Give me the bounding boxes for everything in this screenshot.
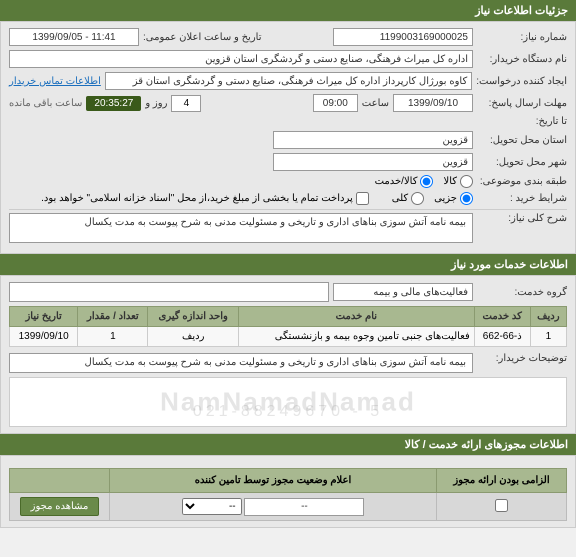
desc-label: شرح کلی نیاز: <box>477 213 567 224</box>
need-number-label: شماره نیاز: <box>477 32 567 43</box>
watermark-text: NamNamadNamad <box>160 387 416 418</box>
perm-status-cell: -- -- <box>110 493 437 521</box>
contact-link[interactable]: اطلاعات تماس خریدار <box>9 76 101 87</box>
col-qty: تعداد / مقدار <box>78 307 148 327</box>
watermark-area: NamNamadNamad 021-88249670 - 5 <box>9 377 567 427</box>
partial-label: جزیی <box>434 193 457 204</box>
cat-goods-option[interactable]: کالا <box>443 175 473 188</box>
perm-header-row: الزامی بودن ارائه مجوز اعلام وضعیت مجوز … <box>10 469 567 493</box>
city-label: شهر محل تحویل: <box>477 157 567 168</box>
perm-col-action <box>10 469 110 493</box>
cell-qty: 1 <box>78 327 148 347</box>
cat-service-label: کالا/خدمت <box>375 176 418 187</box>
col-unit: واحد اندازه گیری <box>148 307 239 327</box>
partial-radio[interactable] <box>460 192 473 205</box>
need-details-panel: جزئیات اطلاعات نیاز شماره نیاز: 11990031… <box>0 0 576 254</box>
services-table: ردیف کد خدمت نام خدمت واحد اندازه گیری ت… <box>9 306 567 347</box>
countdown-timer: 20:35:27 <box>86 96 141 111</box>
remaining-label: ساعت باقی مانده <box>9 98 82 109</box>
payment-note: پرداخت تمام یا بخشی از مبلغ خرید،از محل … <box>41 193 353 204</box>
perm-mandatory-checkbox[interactable] <box>495 499 508 512</box>
group-extra <box>9 282 329 302</box>
deadline-time: 09:00 <box>313 94 358 112</box>
perm-row: -- -- مشاهده مجوز <box>10 493 567 521</box>
days-label: روز و <box>145 98 167 109</box>
need-number: 1199003169000025 <box>333 28 473 46</box>
view-permit-button[interactable]: مشاهده مجوز <box>20 497 100 516</box>
need-description: بیمه نامه آتش سوزی بناهای اداری و تاریخی… <box>9 213 473 243</box>
time-label: ساعت <box>362 98 389 109</box>
deadline-date: 1399/09/10 <box>393 94 473 112</box>
services-title: اطلاعات خدمات مورد نیاز <box>0 254 576 275</box>
cat-goods-label: کالا <box>443 176 457 187</box>
table-row: 1 ذ-66-662 فعالیت‌های جنبی تامین وجوه بی… <box>10 327 567 347</box>
payment-note-checkbox[interactable] <box>356 192 369 205</box>
announce-datetime: 1399/09/05 - 11:41 <box>9 28 139 46</box>
perm-status-text: -- <box>244 498 364 516</box>
cell-date: 1399/09/10 <box>10 327 78 347</box>
permits-panel: اطلاعات مجوزهای ارائه خدمت / کالا الزامی… <box>0 434 576 528</box>
purchase-type-group: جزیی کلی <box>392 192 473 205</box>
perm-mandatory-cell <box>437 493 567 521</box>
buyer-org: اداره کل میراث فرهنگی، صنایع دستی و گردش… <box>9 50 473 68</box>
perm-action-cell: مشاهده مجوز <box>10 493 110 521</box>
panel-title: جزئیات اطلاعات نیاز <box>0 0 576 21</box>
cat-service-radio[interactable] <box>420 175 433 188</box>
services-panel: اطلاعات خدمات مورد نیاز گروه خدمت: فعالی… <box>0 254 576 434</box>
creator: کاوه بورژال کارپرداز اداره کل میراث فرهن… <box>105 72 472 90</box>
perm-col-status: اعلام وضعیت مجوز توسط تامین کننده <box>110 469 437 493</box>
province-label: استان محل تحویل: <box>477 135 567 146</box>
partial-option[interactable]: جزیی <box>434 192 473 205</box>
city: قزوین <box>273 153 473 171</box>
table-header-row: ردیف کد خدمت نام خدمت واحد اندازه گیری ت… <box>10 307 567 327</box>
announce-label: تاریخ و ساعت اعلان عمومی: <box>143 32 262 43</box>
watermark-phone: 021-88249670 - 5 <box>193 403 383 421</box>
cat-service-option[interactable]: کالا/خدمت <box>375 175 434 188</box>
full-radio[interactable] <box>411 192 424 205</box>
buyer-org-label: نام دستگاه خریدار: <box>477 54 567 65</box>
payment-note-option[interactable]: پرداخت تمام یا بخشی از مبلغ خرید،از محل … <box>41 192 369 205</box>
permits-title: اطلاعات مجوزهای ارائه خدمت / کالا <box>0 434 576 455</box>
deadline-label: مهلت ارسال پاسخ: <box>477 98 567 109</box>
full-label: کلی <box>392 193 408 204</box>
buyer-note-label: توضیحات خریدار: <box>477 353 567 364</box>
days-count: 4 <box>171 95 201 112</box>
cell-row: 1 <box>530 327 566 347</box>
cat-goods-radio[interactable] <box>460 175 473 188</box>
group-label: گروه خدمت: <box>477 287 567 298</box>
category-radio-group: کالا کالا/خدمت <box>375 175 473 188</box>
perm-col-mandatory: الزامی بودن ارائه مجوز <box>437 469 567 493</box>
province: قزوین <box>273 131 473 149</box>
to-date-label: تا تاریخ: <box>477 116 567 127</box>
col-name: نام خدمت <box>238 307 474 327</box>
buyer-note: بیمه نامه آتش سوزی بناهای اداری و تاریخی… <box>9 353 473 373</box>
creator-label: ایجاد کننده درخواست: <box>476 76 567 87</box>
col-row: ردیف <box>530 307 566 327</box>
purchase-type-label: شرایط خرید : <box>477 193 567 204</box>
cell-code: ذ-66-662 <box>474 327 530 347</box>
cell-name: فعالیت‌های جنبی تامین وجوه بیمه و بازنشس… <box>238 327 474 347</box>
col-code: کد خدمت <box>474 307 530 327</box>
cell-unit: ردیف <box>148 327 239 347</box>
permits-table: الزامی بودن ارائه مجوز اعلام وضعیت مجوز … <box>9 468 567 521</box>
service-group: فعالیت‌های مالی و بیمه <box>333 283 473 301</box>
category-label: طبقه بندی موضوعی: <box>477 176 567 187</box>
perm-status-select[interactable]: -- <box>182 498 242 515</box>
col-date: تاریخ نیاز <box>10 307 78 327</box>
full-option[interactable]: کلی <box>392 192 424 205</box>
